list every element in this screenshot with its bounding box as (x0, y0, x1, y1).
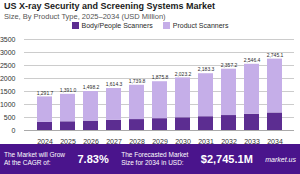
html-text:Size, By Product Type, 2025–20: Size, By Product Type, 2025–2034 (USD Mi… (4, 12, 166, 21)
svg-text:2026: 2026 (83, 138, 99, 144)
html-text:The Market will Grow: The Market will Grow (4, 151, 65, 158)
svg-text:1,498.2: 1,498.2 (83, 84, 100, 90)
svg-text:2,023.2: 2,023.2 (175, 70, 192, 76)
svg-text:1,614.3: 1,614.3 (106, 81, 123, 87)
html-text:US X-ray Security and Screenin: US X-ray Security and Screening Systems … (4, 1, 216, 11)
svg-text:2500: 2500 (0, 62, 16, 69)
html-text:Product Scanners: Product Scanners (172, 22, 229, 29)
svg-text:2000: 2000 (0, 75, 16, 82)
svg-text:3500: 3500 (0, 36, 16, 43)
html-text:Size for 2034 in USD:: Size for 2034 in USD: (121, 159, 184, 166)
svg-text:2,546.4: 2,546.4 (244, 57, 261, 63)
svg-text:500: 500 (4, 114, 16, 121)
svg-text:2024: 2024 (37, 138, 53, 144)
svg-text:2034: 2034 (267, 138, 283, 144)
svg-text:1,875.8: 1,875.8 (152, 74, 169, 80)
svg-text:2025: 2025 (60, 138, 76, 144)
html-text:Body/People Scanners: Body/People Scanners (81, 22, 153, 29)
svg-text:0: 0 (12, 127, 16, 134)
svg-text:1000: 1000 (0, 101, 16, 108)
svg-text:2033: 2033 (244, 138, 260, 144)
html-text:At the CAGR of:: At the CAGR of: (4, 159, 51, 166)
svg-text:2031: 2031 (198, 138, 214, 144)
html-text:market.us: market.us (265, 155, 296, 163)
svg-text:2032: 2032 (221, 138, 237, 144)
svg-text:1,291.7: 1,291.7 (37, 90, 54, 96)
svg-text:2,183.3: 2,183.3 (198, 66, 215, 72)
html-text:$2,745.1M: $2,745.1M (200, 153, 253, 165)
svg-text:2028: 2028 (129, 138, 145, 144)
svg-text:2,745.1: 2,745.1 (267, 52, 284, 58)
svg-text:2030: 2030 (175, 138, 191, 144)
html-text:The Forecasted Market: The Forecasted Market (121, 151, 189, 158)
svg-text:3000: 3000 (0, 49, 16, 56)
svg-text:1500: 1500 (0, 88, 16, 95)
svg-text:1,739.8: 1,739.8 (129, 78, 146, 84)
html-text:7.83%: 7.83% (77, 153, 109, 165)
svg-text:2029: 2029 (152, 138, 168, 144)
svg-text:2027: 2027 (106, 138, 122, 144)
svg-text:2,357.2: 2,357.2 (221, 62, 238, 68)
svg-text:1,391.0: 1,391.0 (60, 87, 77, 93)
